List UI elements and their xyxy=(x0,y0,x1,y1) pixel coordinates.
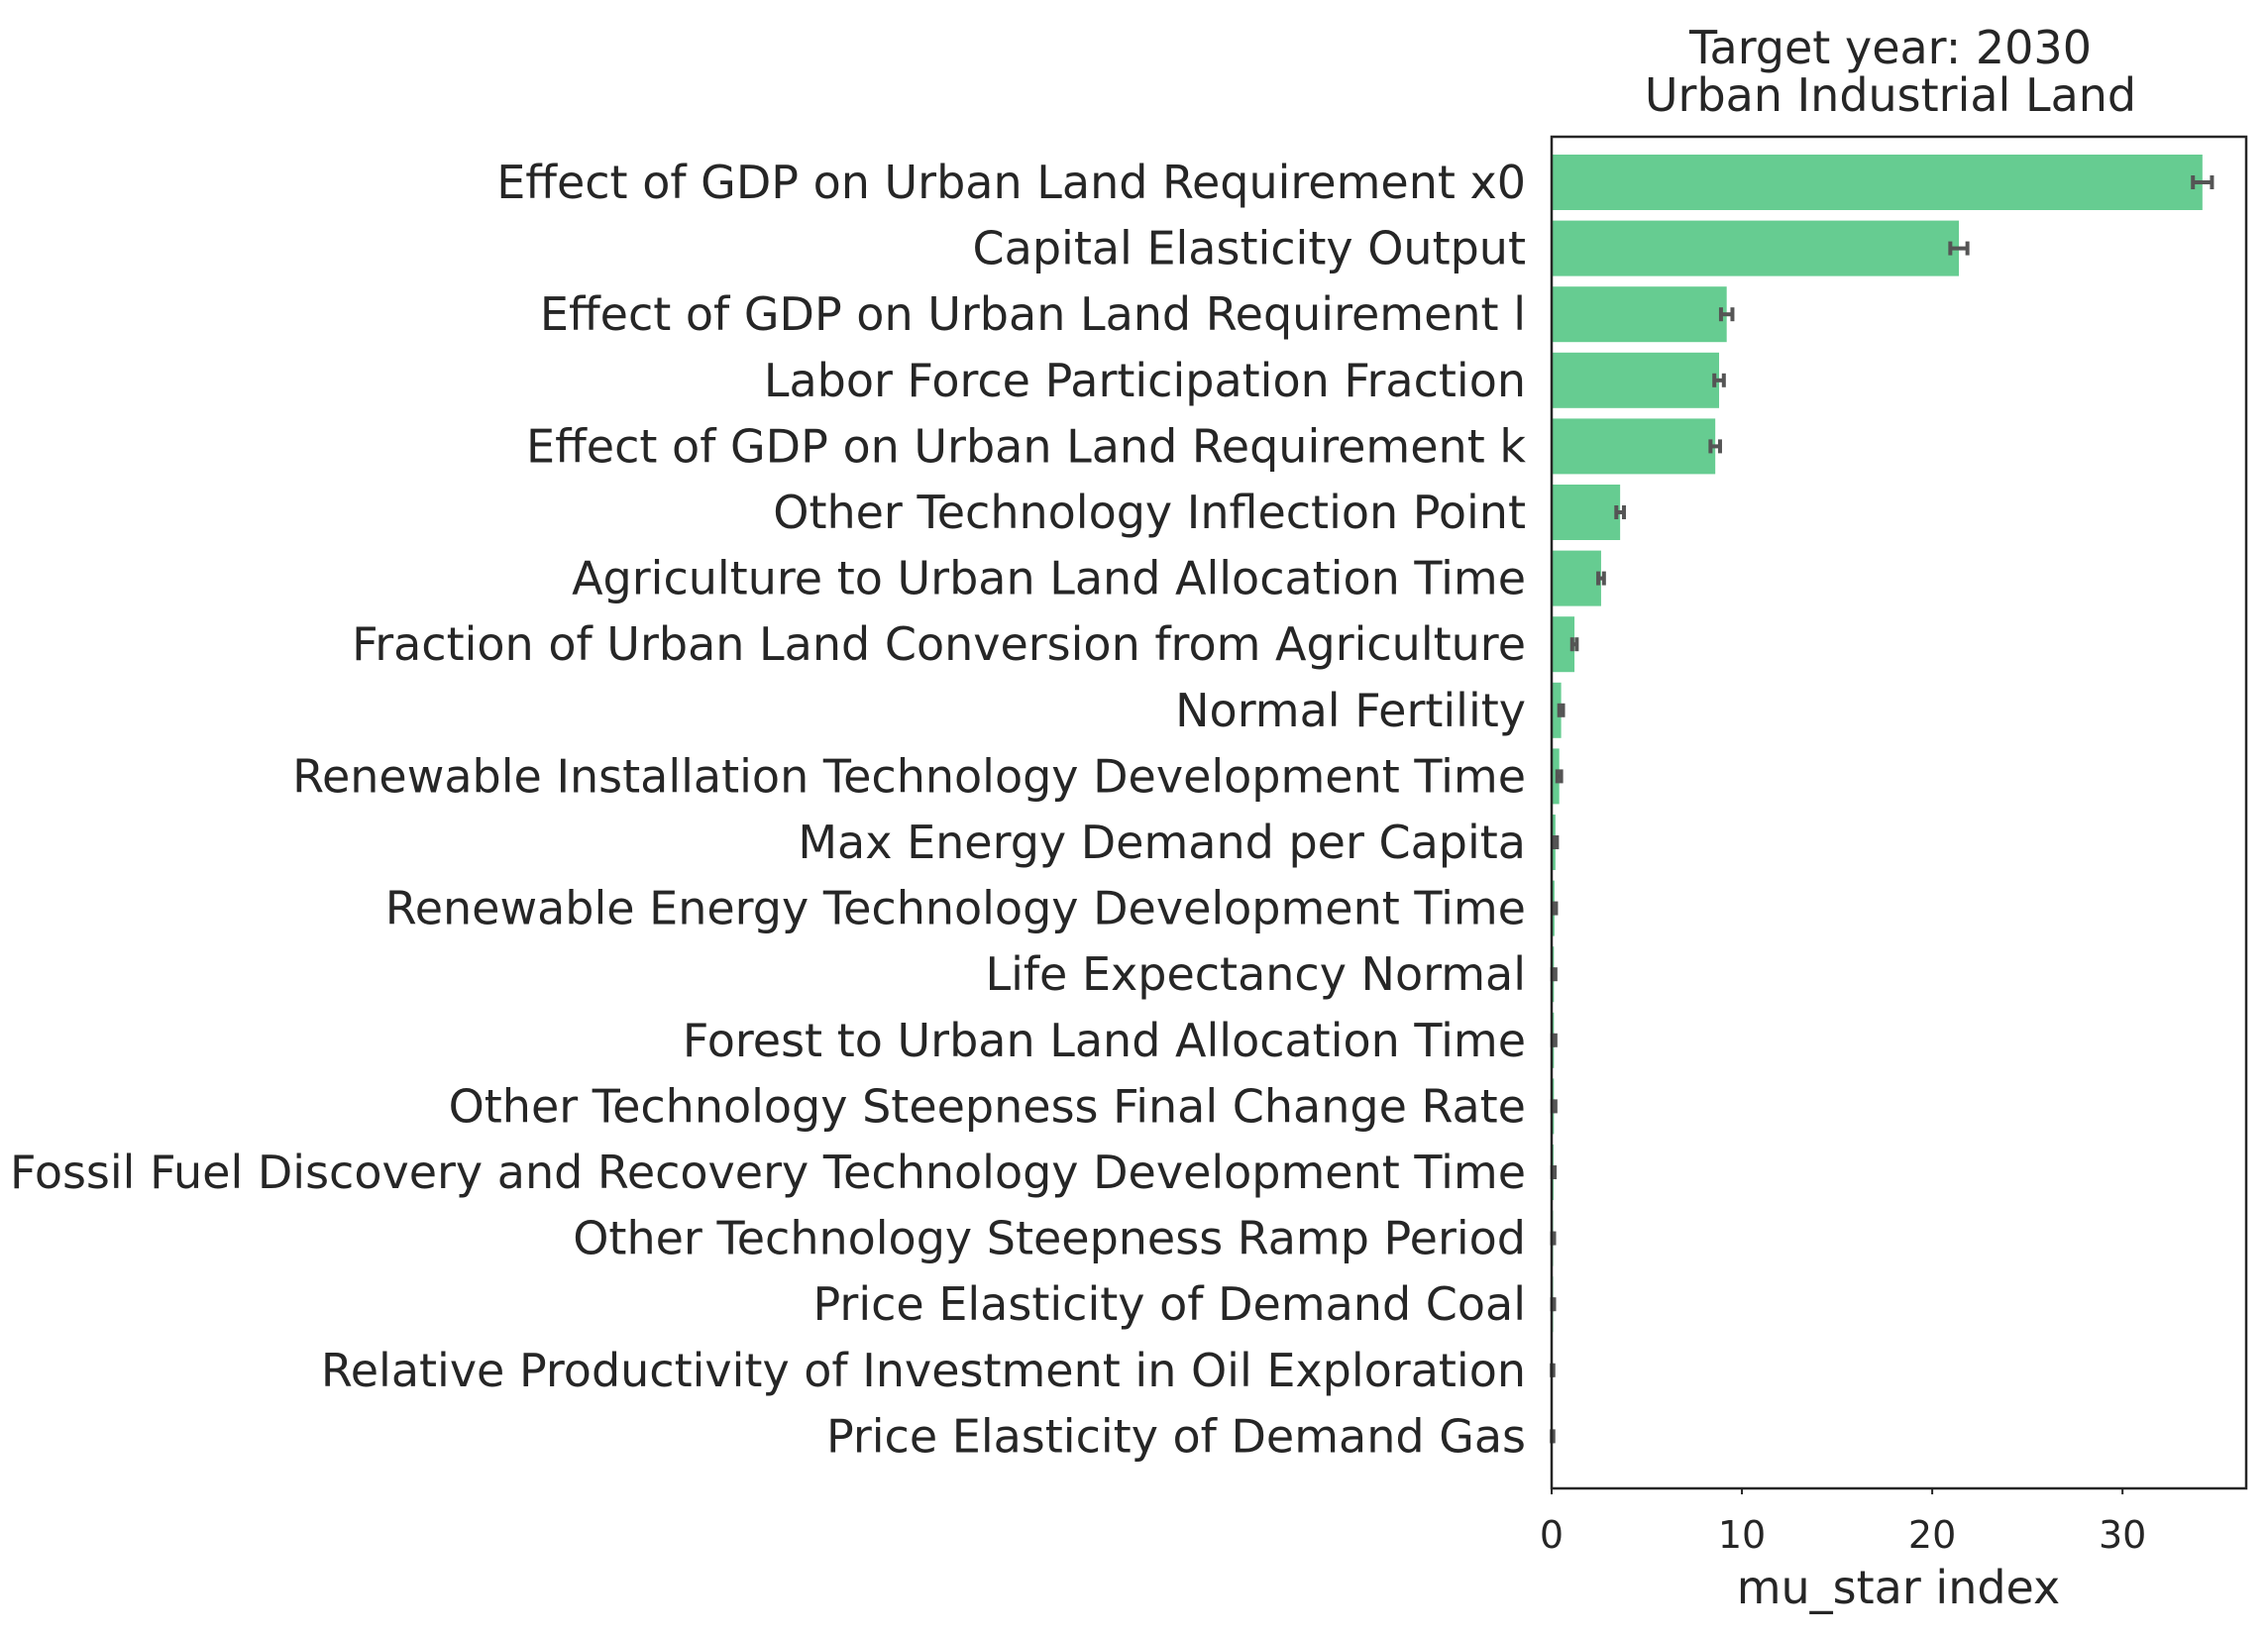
error-bar-8 xyxy=(1569,637,1579,652)
error-bar-4 xyxy=(1712,373,1726,387)
x-tick-label-3: 20 xyxy=(1908,1513,1956,1557)
category-label-19: Relative Productivity of Investment in O… xyxy=(321,1344,1526,1397)
category-label-20: Price Elasticity of Demand Gas xyxy=(826,1409,1526,1463)
category-label-9: Normal Fertility xyxy=(1175,684,1526,737)
x-axis-ticks: 0 10 20 30 xyxy=(1540,1488,2146,1557)
category-label-15: Other Technology Steepness Final Change … xyxy=(449,1079,1526,1133)
error-bar-6 xyxy=(1614,505,1626,519)
bar-5 xyxy=(1552,418,1716,475)
bar-6 xyxy=(1552,485,1621,540)
x-tick-label-4: 30 xyxy=(2099,1513,2146,1557)
bar-7 xyxy=(1552,550,1601,606)
error-bar-7 xyxy=(1596,571,1606,586)
category-label-2: Capital Elasticity Output xyxy=(973,222,1526,275)
category-labels: Effect of GDP on Urban Land Requirement … xyxy=(10,156,1526,1463)
category-label-8: Fraction of Urban Land Conversion from A… xyxy=(352,617,1526,671)
chart-title: Target year: 2030 Urban Industrial Land xyxy=(1645,21,2136,122)
bar-3 xyxy=(1552,286,1727,343)
x-tick-label-2: 10 xyxy=(1718,1513,1766,1557)
x-tick-label-1: 0 xyxy=(1540,1513,1564,1557)
error-bars xyxy=(1550,175,2214,1444)
bar-9 xyxy=(1552,682,1562,738)
category-label-3: Effect of GDP on Urban Land Requirement … xyxy=(540,287,1526,341)
chart-title-line-2: Urban Industrial Land xyxy=(1645,68,2136,122)
error-bar-9 xyxy=(1557,703,1566,717)
error-bar-2 xyxy=(1948,241,1970,256)
category-label-7: Agriculture to Urban Land Allocation Tim… xyxy=(572,552,1526,605)
bar-2 xyxy=(1552,220,1959,276)
category-label-14: Forest to Urban Land Allocation Time xyxy=(683,1014,1526,1067)
bars xyxy=(1552,155,2203,1465)
bar-8 xyxy=(1552,616,1575,673)
x-axis-title: mu_star index xyxy=(1737,1561,2061,1614)
category-label-13: Life Expectancy Normal xyxy=(985,947,1526,1001)
category-label-17: Other Technology Steepness Ramp Period xyxy=(573,1212,1526,1265)
bar-4 xyxy=(1552,352,1720,408)
bar-1 xyxy=(1552,155,2203,210)
category-label-12: Renewable Energy Technology Development … xyxy=(385,882,1526,935)
category-label-16: Fossil Fuel Discovery and Recovery Techn… xyxy=(10,1146,1526,1199)
error-bar-5 xyxy=(1708,439,1722,454)
error-bar-11 xyxy=(1552,835,1560,849)
category-label-5: Effect of GDP on Urban Land Requirement … xyxy=(526,419,1526,473)
error-bar-3 xyxy=(1718,307,1735,322)
category-label-18: Price Elasticity of Demand Coal xyxy=(813,1277,1527,1331)
category-label-4: Labor Force Participation Fraction xyxy=(764,354,1526,407)
chart-title-line-1: Target year: 2030 xyxy=(1688,21,2092,74)
plot-frame xyxy=(1550,135,2248,1490)
category-label-11: Max Energy Demand per Capita xyxy=(798,816,1526,869)
error-bar-10 xyxy=(1555,769,1564,784)
category-label-1: Effect of GDP on Urban Land Requirement … xyxy=(496,156,1526,209)
error-bar-12 xyxy=(1551,901,1559,916)
category-label-10: Renewable Installation Technology Develo… xyxy=(292,749,1526,803)
error-bar-1 xyxy=(2191,175,2214,189)
category-label-6: Other Technology Inflection Point xyxy=(773,486,1526,539)
